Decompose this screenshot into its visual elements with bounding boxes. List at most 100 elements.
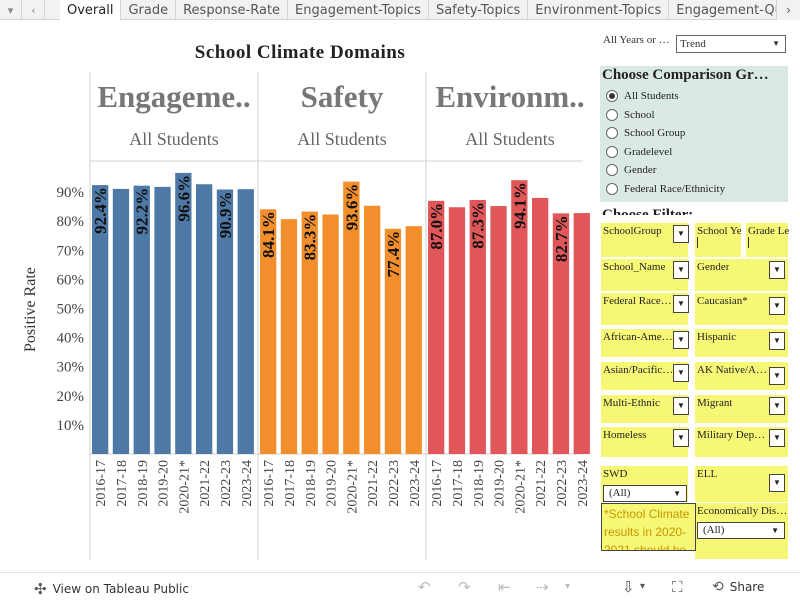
x-tick-label: 2018-19	[472, 460, 487, 507]
filter-asian-pacific[interactable]: Asian/Pacific… ▼	[601, 362, 689, 390]
dropdown-icon[interactable]: ▼	[673, 364, 689, 382]
filter-gender[interactable]: Gender ▼	[695, 259, 788, 291]
panel-subheader: All Students	[297, 129, 387, 149]
dropdown-icon[interactable]: ▼	[769, 367, 785, 385]
comparison-option[interactable]: Gradelevel	[606, 143, 672, 161]
filter-homeless[interactable]: Homeless ▼	[601, 427, 689, 457]
bar	[469, 199, 486, 454]
radio-icon[interactable]	[606, 90, 618, 102]
comparison-option[interactable]: School	[606, 106, 655, 124]
filter-military[interactable]: Military Dep… ▼	[695, 427, 788, 457]
chevron-left-icon[interactable]: ‹	[23, 0, 45, 20]
dropdown-icon[interactable]: ▼	[769, 297, 785, 315]
x-tick-label: 2023-24	[408, 460, 423, 507]
refresh-icon[interactable]: ⇢	[536, 578, 549, 596]
x-tick-label: 2018-19	[304, 460, 319, 507]
filter-grade-level[interactable]: Grade Le	[746, 223, 789, 257]
share-button[interactable]: ⟲ Share	[712, 579, 764, 595]
tab-engagement-que[interactable]: Engagement-Que	[668, 0, 798, 20]
view-select[interactable]: Trend ▼	[676, 35, 786, 53]
radio-icon[interactable]	[606, 108, 618, 121]
dropdown-icon[interactable]: ▼	[769, 332, 785, 350]
note-box: *School Climate results in 2020-2021 sho…	[601, 503, 696, 551]
x-tick-label: 2018-19	[136, 460, 151, 507]
dropdown-icon[interactable]: ▼	[769, 261, 785, 279]
tab-environment-topics[interactable]: Environment-Topics	[527, 0, 668, 20]
dropdown-icon[interactable]: ▼	[769, 429, 785, 447]
filter-hispanic[interactable]: Hispanic ▼	[695, 329, 788, 357]
filter-schoolgroup[interactable]: SchoolGroup ▼	[601, 223, 689, 257]
y-tick-label: 40%	[57, 331, 85, 347]
y-tick-label: 30%	[57, 360, 85, 376]
dropdown-icon[interactable]: ▼	[673, 331, 689, 349]
tab-engagement-topics[interactable]: Engagement-Topics	[287, 0, 428, 20]
radio-icon[interactable]	[606, 164, 618, 177]
redo-icon[interactable]: ↷	[458, 578, 471, 596]
filter-swd[interactable]: SWD (All) ▼	[601, 466, 688, 502]
view-on-tableau-link[interactable]: ✣ View on Tableau Public	[34, 580, 189, 598]
dropdown-icon[interactable]: ▼	[673, 225, 689, 243]
y-tick-label: 60%	[57, 272, 85, 288]
x-tick-label: 2019-20	[157, 460, 172, 507]
filter-label: AK Native/A…	[697, 364, 767, 376]
tab-response-rate[interactable]: Response-Rate	[175, 0, 287, 20]
view-select-value: Trend	[680, 38, 706, 50]
comparison-option[interactable]: All Students	[606, 87, 679, 105]
dropdown-icon[interactable]: ▼	[673, 261, 689, 279]
econ-select[interactable]: (All) ▼	[697, 522, 785, 539]
undo-icon[interactable]: ↶	[418, 578, 431, 596]
data-label: 84.1%	[259, 211, 278, 258]
chevron-down-icon[interactable]: ▾	[0, 0, 22, 20]
radio-icon[interactable]	[606, 183, 618, 195]
chevron-down-icon: ▼	[771, 526, 779, 535]
filter-african-american[interactable]: African-Ame… ▼	[601, 329, 689, 357]
comparison-option[interactable]: School Group	[606, 124, 685, 142]
chevron-down-icon[interactable]: ▾	[565, 581, 571, 592]
dropdown-icon[interactable]: ▼	[673, 429, 689, 447]
share-icon: ⟲	[712, 579, 724, 595]
comparison-option[interactable]: Gender	[606, 161, 656, 179]
bar	[237, 189, 254, 454]
comparison-panel	[600, 66, 788, 202]
filter-label: SWD	[603, 468, 628, 480]
x-tick-label: 2017-18	[451, 460, 466, 507]
chart-title: School Climate Domains	[194, 42, 406, 63]
chevron-down-icon[interactable]: ▾	[640, 581, 646, 592]
tab-safety-topics[interactable]: Safety-Topics	[427, 0, 527, 20]
filter-label: Hispanic	[697, 331, 737, 343]
filter-ell[interactable]: ELL ▼	[695, 466, 788, 502]
comparison-option-label: Gradelevel	[624, 145, 673, 158]
comparison-option[interactable]: Federal Race/Ethnicity	[606, 180, 725, 198]
dropdown-icon[interactable]: ▼	[673, 397, 689, 415]
fullscreen-icon[interactable]: ⛶	[672, 578, 683, 596]
panel-header: Safety	[301, 79, 384, 114]
filter-ak-native[interactable]: AK Native/A… ▼	[695, 362, 788, 390]
filter-economically-disadvantaged[interactable]: Economically Dis… (All) ▼	[695, 503, 788, 559]
filter-migrant[interactable]: Migrant ▼	[695, 395, 788, 423]
tab-overall[interactable]: Overall	[60, 0, 121, 20]
radio-icon[interactable]	[606, 145, 618, 158]
bar	[260, 209, 277, 454]
filter-label: Migrant	[697, 397, 733, 409]
x-tick-label: 2017-18	[283, 460, 298, 507]
dropdown-icon[interactable]: ▼	[673, 295, 689, 313]
chevron-right-icon[interactable]: ›	[776, 0, 800, 20]
filter-school-year[interactable]: School Ye	[695, 223, 742, 257]
radio-icon[interactable]	[606, 127, 618, 140]
revert-icon[interactable]: ⇤	[498, 578, 511, 596]
filter-caucasian[interactable]: Caucasian* ▼	[695, 293, 788, 325]
bar	[428, 200, 445, 454]
econ-select-value: (All)	[703, 524, 725, 536]
tab-grade[interactable]: Grade	[120, 0, 175, 20]
dropdown-icon[interactable]: ▼	[769, 474, 785, 492]
filter-multi-ethnic[interactable]: Multi-Ethnic ▼	[601, 395, 689, 423]
bar	[133, 185, 150, 454]
filter-federal-race[interactable]: Federal Race… ▼	[601, 293, 689, 325]
bar	[154, 186, 171, 454]
swd-select[interactable]: (All) ▼	[603, 485, 687, 502]
download-icon[interactable]: ⇩	[622, 578, 635, 596]
bar	[384, 228, 402, 454]
dropdown-icon[interactable]: ▼	[769, 397, 785, 415]
filter-school-name[interactable]: School_Name ▼	[601, 259, 689, 291]
bar	[364, 205, 381, 454]
